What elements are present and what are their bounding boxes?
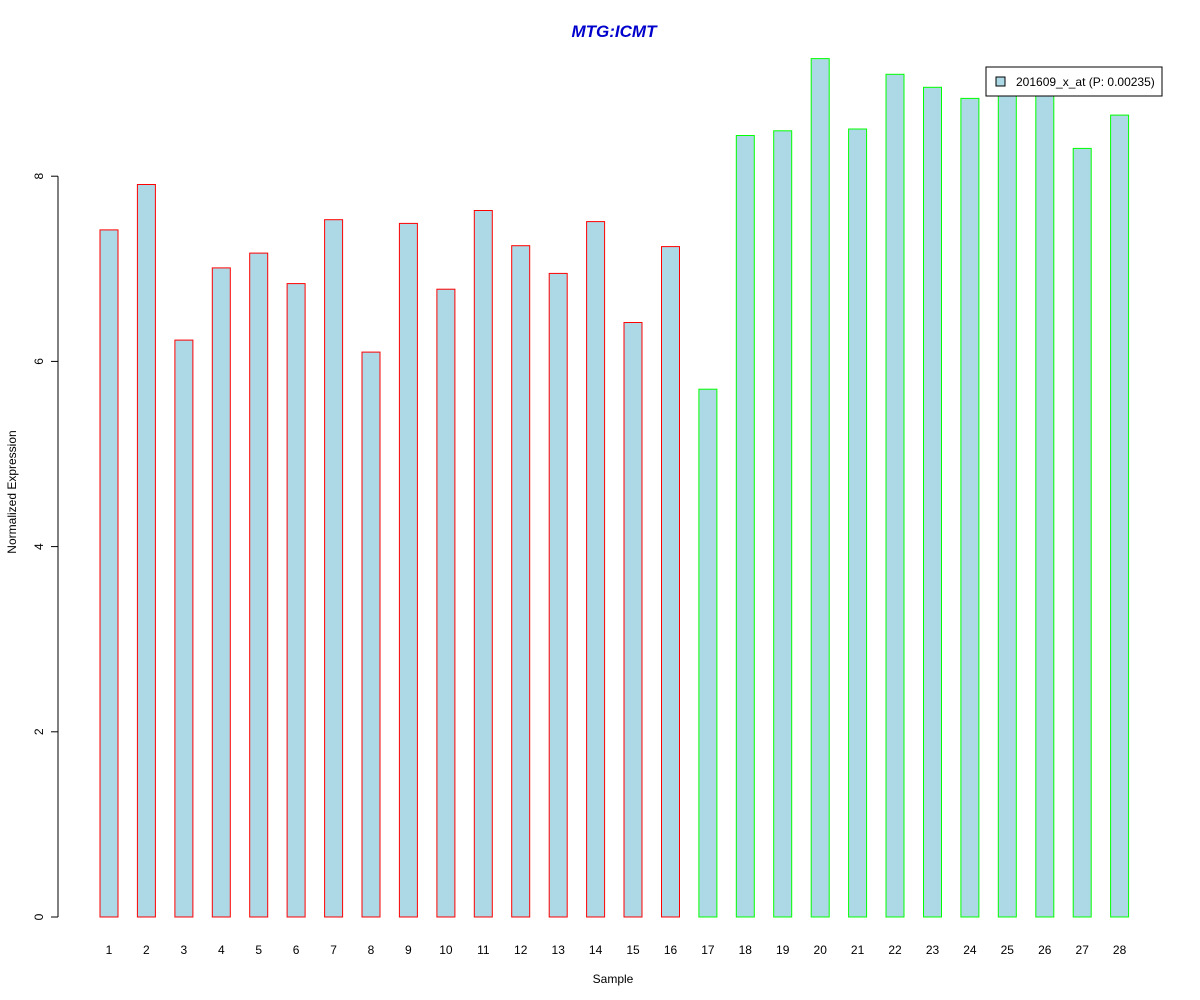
bar-sample-11 <box>473 210 493 918</box>
y-axis: 0 2 4 6 8 <box>32 173 59 920</box>
bar-sample-22 <box>885 73 905 918</box>
bar-sample-23 <box>923 86 942 918</box>
bar-sample-12 <box>511 245 531 918</box>
x-tick-label: 2 <box>143 943 150 957</box>
bar-sample-26 <box>1035 94 1055 918</box>
x-tick-label: 18 <box>739 943 753 957</box>
x-tick-label: 25 <box>1001 943 1015 957</box>
x-tick-label: 15 <box>626 943 640 957</box>
x-tick-label: 10 <box>439 943 453 957</box>
bar-sample-20 <box>810 58 830 918</box>
x-tick-label: 4 <box>218 943 225 957</box>
y-tick-label: 0 <box>32 913 46 920</box>
bar-sample-1 <box>99 229 119 918</box>
bar-sample-28 <box>1110 114 1130 918</box>
x-tick-label: 9 <box>405 943 412 957</box>
legend-label: 201609_x_at (P: 0.00235) <box>1016 75 1155 89</box>
bar-sample-15 <box>623 322 643 918</box>
x-tick-label: 11 <box>477 943 490 957</box>
bar-sample-2 <box>136 184 156 918</box>
bar-sample-14 <box>586 221 606 918</box>
x-axis-label: Sample <box>593 972 634 986</box>
y-tick-label: 2 <box>32 728 46 735</box>
y-tick-label: 8 <box>32 173 46 180</box>
bar-sample-17 <box>698 388 718 918</box>
x-tick-label: 24 <box>963 943 977 957</box>
x-tick-label: 7 <box>330 943 337 957</box>
x-tick-label: 8 <box>368 943 375 957</box>
x-tick-label: 26 <box>1038 943 1052 957</box>
x-tick-label: 12 <box>514 943 528 957</box>
x-tick-label: 20 <box>814 943 828 957</box>
x-tick-label: 13 <box>552 943 566 957</box>
bar-sample-3 <box>174 339 194 918</box>
bar-sample-13 <box>548 272 568 918</box>
bar-sample-19 <box>773 130 793 918</box>
bar-sample-16 <box>661 246 680 918</box>
bar-sample-25 <box>997 89 1017 918</box>
x-tick-label: 5 <box>255 943 262 957</box>
x-tick-label: 19 <box>776 943 790 957</box>
bar-sample-27 <box>1072 147 1092 918</box>
x-tick-label: 1 <box>106 943 113 957</box>
x-tick-label: 23 <box>926 943 940 957</box>
bar-sample-5 <box>249 252 269 918</box>
x-tick-label: 6 <box>293 943 300 957</box>
bar-sample-8 <box>361 351 381 918</box>
x-tick-label: 22 <box>888 943 902 957</box>
bar-sample-9 <box>398 222 418 918</box>
x-tick-label: 17 <box>701 943 715 957</box>
x-tick-label: 21 <box>851 943 865 957</box>
legend-box <box>985 66 1163 97</box>
x-tick-label: 3 <box>181 943 188 957</box>
y-tick-label: 6 <box>32 358 46 365</box>
bar-sample-24 <box>960 97 980 918</box>
bars-group <box>99 58 1130 918</box>
bar-sample-6 <box>286 283 306 918</box>
y-axis-label: Normalized Expression <box>5 430 19 553</box>
chart-title: MTG:ICMT <box>572 22 659 41</box>
x-tick-labels: 1 2 3 4 5 6 7 8 9 10 11 12 13 14 15 16 17 18 19 20 21 22 23 24 2… <box>106 943 1127 957</box>
y-tick-label: 4 <box>32 543 46 550</box>
x-tick-label: 28 <box>1113 943 1127 957</box>
x-tick-label: 27 <box>1076 943 1090 957</box>
bar-sample-7 <box>324 219 344 918</box>
bar-sample-21 <box>848 128 868 918</box>
bar-sample-18 <box>735 135 755 918</box>
legend-swatch <box>995 76 1006 87</box>
bar-sample-4 <box>211 267 231 918</box>
bar-sample-10 <box>436 288 456 918</box>
x-tick-label: 16 <box>664 943 678 957</box>
legend: 201609_x_at (P: 0.00235) <box>985 66 1163 97</box>
x-tick-label: 14 <box>589 943 603 957</box>
